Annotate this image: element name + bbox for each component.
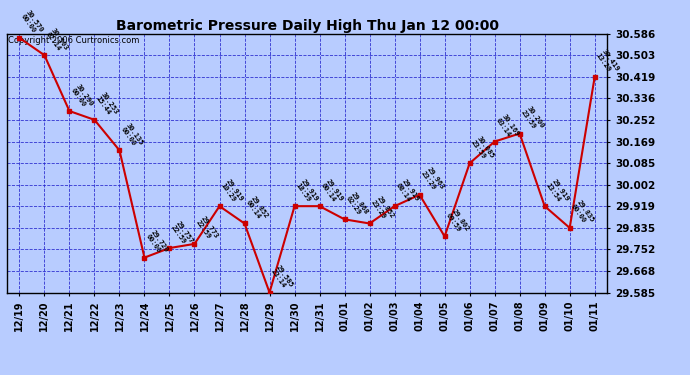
Text: 29.919
00:14: 29.919 00:14 [319, 178, 345, 206]
Text: 29.852
23:29: 29.852 23:29 [370, 195, 395, 223]
Text: Copyright 2006 Curtronics.com: Copyright 2006 Curtronics.com [8, 36, 139, 45]
Text: 29.802
09:59: 29.802 09:59 [444, 208, 470, 236]
Text: 29.919
13:54: 29.919 13:54 [544, 178, 570, 206]
Text: 30.570
00:00: 30.570 00:00 [19, 9, 45, 38]
Text: 30.085
23:59: 30.085 23:59 [470, 135, 495, 163]
Text: 29.868
02:29: 29.868 02:29 [344, 191, 370, 219]
Text: 30.200
23:59: 30.200 23:59 [520, 105, 545, 134]
Text: 30.503
02:14: 30.503 02:14 [44, 27, 70, 55]
Title: Barometric Pressure Daily High Thu Jan 12 00:00: Barometric Pressure Daily High Thu Jan 1… [115, 19, 499, 33]
Text: 29.963
23:29: 29.963 23:29 [420, 166, 445, 195]
Text: 29.852
00:14: 29.852 00:14 [244, 195, 270, 223]
Text: 30.419
13:29: 30.419 13:29 [595, 49, 620, 77]
Text: 29.585
23:14: 29.585 23:14 [270, 264, 295, 292]
Text: 29.757
22:59: 29.757 22:59 [170, 220, 195, 248]
Text: 29.835
00:00: 29.835 00:00 [570, 200, 595, 228]
Text: 29.919
08:14: 29.919 08:14 [395, 178, 420, 206]
Text: 29.720
00:00: 29.720 00:00 [144, 229, 170, 258]
Text: 29.919
10:29: 29.919 10:29 [219, 178, 245, 206]
Text: 29.919
18:59: 29.919 18:59 [295, 178, 320, 206]
Text: 30.169
03:14: 30.169 03:14 [495, 113, 520, 141]
Text: 30.253
15:44: 30.253 15:44 [95, 92, 120, 120]
Text: 29.773
22:59: 29.773 22:59 [195, 216, 220, 244]
Text: 30.135
00:00: 30.135 00:00 [119, 122, 145, 150]
Text: 30.290
00:00: 30.290 00:00 [70, 83, 95, 111]
